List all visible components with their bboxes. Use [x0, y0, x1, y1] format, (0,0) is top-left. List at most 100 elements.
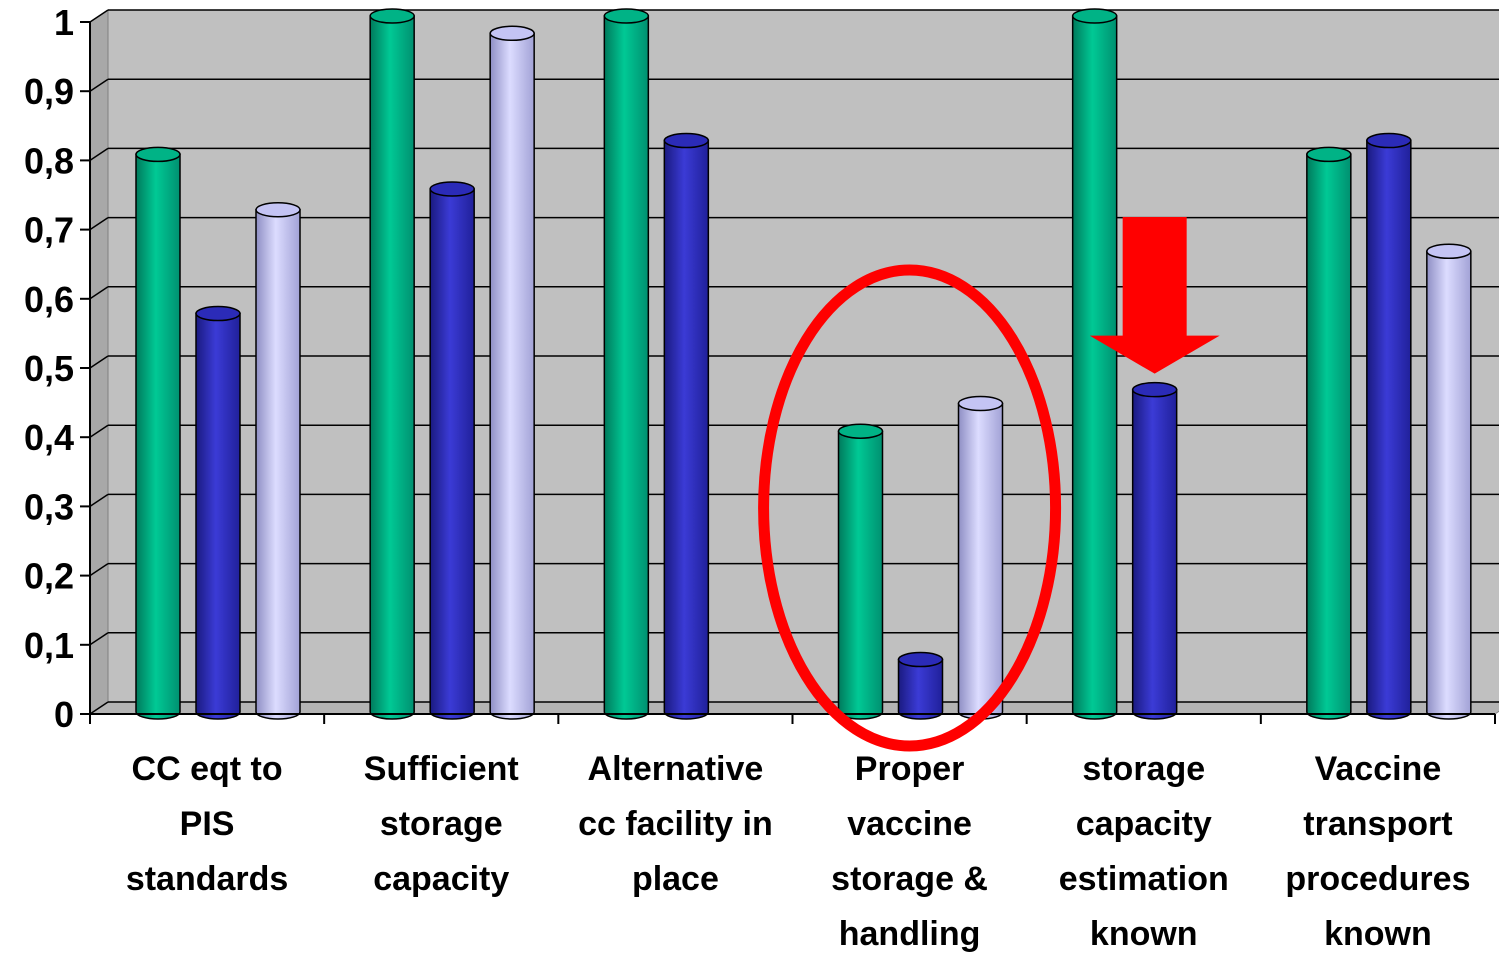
- bar-top: [1071, 8, 1118, 24]
- bar-body: [255, 209, 301, 720]
- bar-top: [369, 8, 415, 24]
- bar-0-2: [255, 202, 301, 720]
- bar-2-1: [663, 132, 710, 720]
- x-tick-label: CC eqt to PIS standards: [126, 750, 289, 898]
- gridline-side: [89, 493, 109, 508]
- gridline-side: [89, 78, 109, 92]
- bar-top: [837, 423, 884, 439]
- x-tick-label-line: Vaccine: [1315, 750, 1442, 788]
- x-tick-label: Proper vaccine storage & handling: [831, 750, 988, 953]
- bar-body: [1131, 388, 1178, 720]
- bar-body: [897, 658, 944, 720]
- bar-body: [369, 15, 415, 720]
- bar-top: [957, 395, 1004, 412]
- bar-1-2: [489, 25, 535, 720]
- bar-body: [1071, 15, 1118, 720]
- bar-body: [603, 15, 650, 720]
- bar-top: [255, 202, 301, 218]
- bar-body: [1366, 139, 1412, 720]
- bar-1-1: [429, 181, 475, 720]
- bar-top: [1306, 146, 1352, 163]
- floor: [88, 701, 1499, 715]
- y-tick-label: 0,8: [24, 140, 74, 181]
- gridlines: [89, 9, 1499, 715]
- bar-3-2: [957, 395, 1004, 720]
- bar-body: [1426, 250, 1472, 720]
- bar-3-1: [897, 651, 944, 720]
- bar-top: [195, 305, 241, 322]
- bar-2-0: [603, 8, 650, 720]
- x-tick-label-line: known: [1090, 915, 1198, 953]
- x-tick-label: Alternative cc facility in place: [578, 750, 773, 898]
- bar-body: [837, 430, 884, 720]
- bar-body: [195, 312, 241, 720]
- x-tick-label: storage capacity estimation known: [1059, 750, 1229, 953]
- bar-5-1: [1366, 132, 1412, 720]
- bar-body: [489, 32, 535, 720]
- x-tick-label-line: capacity: [1076, 805, 1212, 843]
- x-tick-label-line: storage: [1082, 750, 1205, 788]
- x-tick-label-line: known: [1324, 915, 1432, 953]
- x-tick-label-line: storage &: [831, 860, 988, 898]
- bar-top: [663, 132, 710, 149]
- bar-top: [135, 146, 181, 163]
- gridline-side: [89, 632, 109, 646]
- bar-body: [663, 139, 710, 720]
- bar-3-0: [837, 423, 884, 720]
- bar-1-0: [369, 8, 415, 720]
- x-tick-label-line: vaccine: [847, 805, 972, 843]
- gridline-side: [89, 562, 109, 577]
- bar-body: [957, 402, 1004, 720]
- x-tick-label-line: Alternative: [588, 750, 764, 788]
- bar-top: [489, 25, 535, 42]
- annotations: [758, 217, 1220, 752]
- gridline-side: [89, 147, 109, 162]
- y-tick-label: 0,7: [24, 210, 74, 251]
- gridline-side: [89, 424, 109, 438]
- x-tick-label-line: handling: [839, 915, 981, 953]
- bar-top: [603, 8, 650, 24]
- x-tick-label: Sufficient storage capacity: [364, 750, 519, 898]
- x-tick-label-line: standards: [126, 860, 289, 898]
- down-arrow: [1089, 217, 1220, 374]
- gridline-side: [89, 701, 109, 715]
- gridline-side: [89, 9, 109, 23]
- y-tick-label: 0,4: [24, 417, 74, 458]
- bar-top: [897, 651, 944, 668]
- x-tick-label-line: estimation: [1059, 860, 1229, 898]
- gridline-side: [89, 355, 109, 369]
- bar-body: [429, 188, 475, 720]
- y-tick-label: 0,1: [24, 625, 74, 666]
- y-tick-labels: 0 0,1 0,2 0,3 0,4 0,5 0,6 0,7 0,8 0,9 1: [24, 2, 74, 735]
- x-tick-label-line: Sufficient: [364, 750, 519, 788]
- y-tick-label: 0,9: [24, 71, 74, 112]
- bar-top: [429, 181, 475, 197]
- x-tick-label-line: CC eqt to: [132, 750, 283, 788]
- bar-0-0: [135, 146, 181, 720]
- bar-4-0: [1071, 8, 1118, 720]
- y-tick-label: 0,5: [24, 348, 74, 389]
- x-tick-labels: CC eqt to PIS standards Sufficient storage ca…: [126, 750, 1471, 953]
- bar-4-1: [1131, 381, 1178, 720]
- y-tick-label: 0,3: [24, 486, 74, 527]
- axes: [80, 21, 1496, 724]
- gridline-side: [89, 286, 109, 300]
- x-tick-label-line: procedures: [1285, 860, 1470, 898]
- y-tick-label: 0,6: [24, 279, 74, 320]
- y-tick-label: 0: [54, 694, 74, 735]
- bar-5-2: [1426, 243, 1472, 720]
- bar-top: [1366, 132, 1412, 149]
- y-tick-label: 1: [54, 2, 74, 43]
- gridline-side: [89, 216, 109, 231]
- bar-body: [1306, 153, 1352, 720]
- y-tick-label: 0,2: [24, 556, 74, 597]
- highlight-ellipse: [758, 264, 1062, 752]
- x-tick-label-line: place: [632, 860, 719, 898]
- bar-top: [1131, 381, 1178, 398]
- x-tick-label: Vaccine transport procedures known: [1285, 750, 1470, 953]
- x-tick-label-line: transport: [1303, 805, 1452, 843]
- bars: [135, 8, 1472, 720]
- x-tick-label-line: Proper: [855, 750, 965, 788]
- bar-body: [135, 153, 181, 720]
- x-tick-label-line: capacity: [373, 860, 509, 898]
